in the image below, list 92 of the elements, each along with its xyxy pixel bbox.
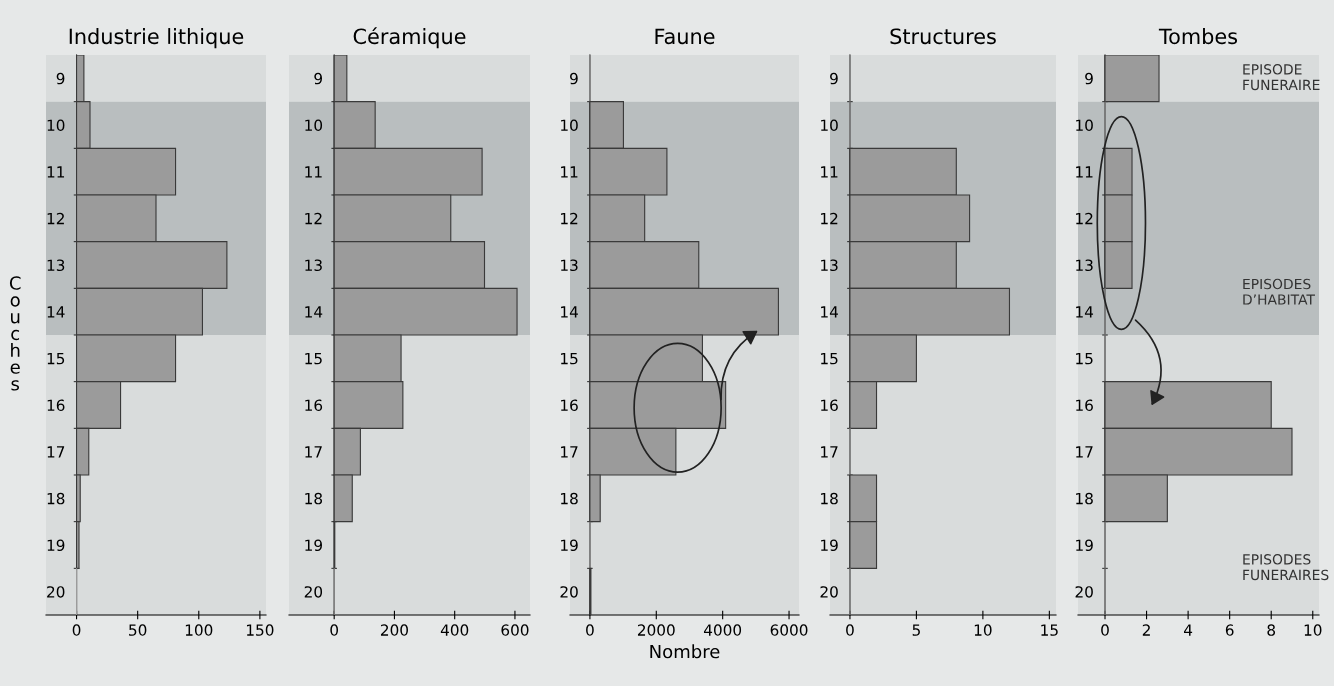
- y-tick-label: 13: [305, 259, 322, 272]
- y-tick-label: 15: [47, 353, 65, 365]
- y-tick-label: 15: [1076, 353, 1093, 365]
- y-tick-label: 10: [561, 119, 578, 132]
- y-tick-label: 11: [47, 166, 65, 178]
- y-tick-label: 16: [561, 399, 578, 412]
- y-tick-label: 9: [56, 72, 65, 85]
- x-tick-label: 4: [1184, 624, 1193, 636]
- chart-title: Faune: [655, 28, 715, 45]
- y-tick-label: 18: [561, 492, 578, 505]
- x-tick-label: 50: [129, 624, 147, 636]
- x-tick-label: 5: [912, 624, 920, 636]
- y-tick-label: 20: [820, 586, 838, 598]
- y-tick-label: 16: [821, 399, 838, 412]
- y-tick-label: 20: [304, 586, 323, 598]
- x-tick-label: 4000: [703, 624, 742, 636]
- x-tick-label: 150: [246, 624, 274, 636]
- chart-title: Industrie lithique: [69, 28, 244, 49]
- y-tick-label: 15: [821, 353, 838, 365]
- chart-title: Céramique: [353, 27, 466, 49]
- y-tick-label: 14: [47, 306, 65, 318]
- y-tick-label: 18: [305, 492, 323, 505]
- y-tick-label: 20: [1075, 586, 1093, 598]
- y-tick-label: 9: [314, 72, 322, 85]
- y-tick-label: 13: [47, 259, 65, 272]
- y-tick-label: 14: [1076, 306, 1094, 318]
- y-tick-label: 12: [47, 212, 64, 225]
- x-tick-label: 6000: [770, 624, 808, 636]
- y-tick-label: 15: [561, 353, 578, 365]
- x-tick-label: 15: [1041, 624, 1058, 636]
- y-tick-label: 16: [1076, 399, 1093, 412]
- x-tick-label: 8: [1267, 624, 1276, 636]
- band-label: EPISODES FUNERAIRES: [1243, 554, 1329, 581]
- y-tick-label: 19: [821, 539, 838, 552]
- y-tick-label: 19: [47, 539, 65, 552]
- y-tick-label: 17: [1076, 446, 1093, 458]
- x-tick-label: 600: [501, 624, 529, 636]
- x-tick-label: 10: [1304, 624, 1322, 636]
- y-tick-label: 18: [821, 492, 838, 505]
- y-tick-label: 16: [47, 399, 65, 412]
- x-tick-label: 0: [846, 624, 854, 636]
- x-tick-label: 10: [974, 624, 992, 636]
- y-tick-label: 14: [561, 306, 578, 318]
- y-tick-label: 14: [305, 306, 323, 318]
- y-tick-label: 17: [305, 446, 322, 458]
- y-tick-label: 12: [305, 212, 322, 225]
- x-tick-label: 100: [185, 624, 213, 636]
- x-axis-title: Nombre: [650, 644, 720, 659]
- y-tick-label: 19: [561, 539, 578, 552]
- y-tick-label: 9: [570, 72, 578, 85]
- y-tick-label: 12: [821, 212, 838, 225]
- chart-title: Tombes: [1158, 28, 1238, 45]
- x-tick-label: 6: [1225, 624, 1234, 636]
- chart-title: Structures: [890, 28, 996, 45]
- y-tick-label: 11: [561, 166, 578, 178]
- x-tick-label: 200: [380, 624, 408, 636]
- x-tick-label: 0: [1101, 624, 1109, 636]
- y-tick-label: 20: [560, 586, 578, 598]
- y-axis-title: Couches: [9, 276, 21, 391]
- y-tick-label: 10: [1076, 119, 1093, 132]
- band-label: EPISODES D’HABITAT: [1243, 278, 1315, 305]
- y-tick-label: 18: [47, 492, 65, 505]
- y-tick-label: 13: [1076, 259, 1093, 272]
- y-tick-label: 18: [1076, 492, 1093, 505]
- y-tick-label: 13: [821, 259, 838, 272]
- y-tick-label: 16: [305, 399, 323, 412]
- y-tick-label: 19: [1076, 539, 1093, 552]
- x-tick-label: 400: [440, 624, 469, 636]
- y-tick-label: 12: [561, 212, 578, 225]
- y-tick-label: 19: [305, 539, 322, 552]
- y-tick-label: 13: [561, 259, 578, 272]
- x-tick-label: 2000: [637, 624, 675, 636]
- y-tick-label: 15: [305, 353, 322, 365]
- y-tick-label: 12: [1076, 212, 1093, 225]
- band-label: EPISODE FUNERAIRE: [1243, 64, 1320, 91]
- y-tick-label: 17: [47, 446, 65, 458]
- y-tick-label: 20: [47, 586, 65, 598]
- y-tick-label: 17: [561, 446, 578, 458]
- y-tick-label: 11: [821, 166, 838, 178]
- y-tick-label: 11: [305, 166, 322, 178]
- y-tick-label: 14: [821, 306, 838, 318]
- y-tick-label: 11: [1076, 166, 1093, 178]
- y-tick-label: 9: [1085, 72, 1093, 85]
- y-tick-label: 10: [47, 119, 65, 132]
- y-tick-label: 9: [830, 72, 838, 85]
- y-tick-label: 17: [821, 446, 838, 458]
- y-tick-label: 10: [821, 119, 838, 132]
- x-tick-label: 0: [586, 624, 594, 636]
- y-tick-label: 10: [305, 119, 323, 132]
- x-tick-label: 0: [72, 624, 81, 636]
- x-tick-label: 0: [330, 624, 339, 636]
- x-tick-label: 2: [1142, 624, 1150, 636]
